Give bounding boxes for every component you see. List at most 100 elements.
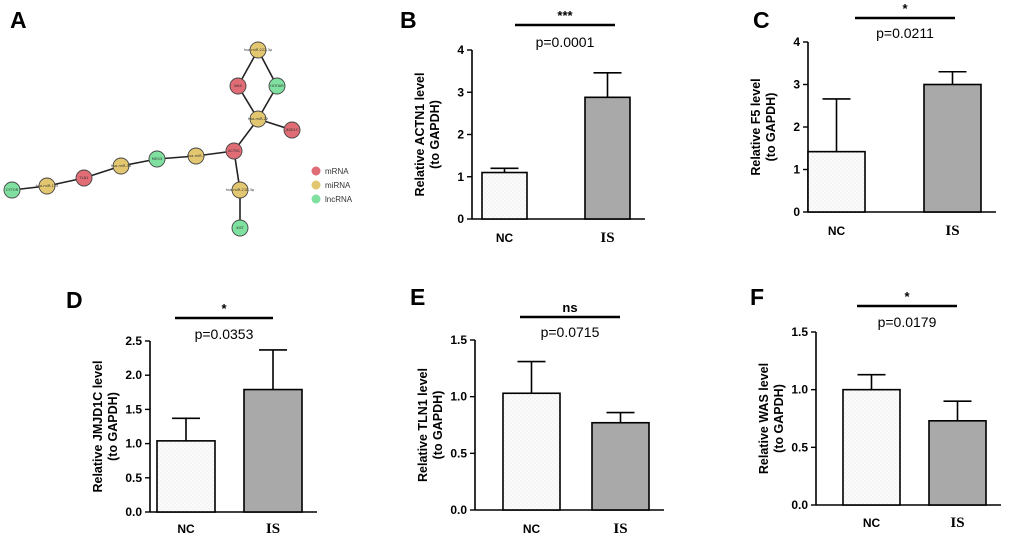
bar-is: [923, 83, 982, 213]
y-axis-label: Relative F5 level: [749, 78, 763, 175]
network-node-circle: [75, 169, 93, 187]
bar-nc: [502, 392, 561, 511]
y-tick-label: 2: [457, 128, 464, 142]
network-node-circle: [231, 181, 249, 199]
network-node-label: hsa-miR-222-3p: [244, 48, 273, 52]
significance-label: ***: [557, 8, 573, 23]
legend-label: miRNA: [325, 181, 351, 190]
network-node-mrna: WAS: [229, 77, 247, 95]
network-node-circle: [187, 147, 205, 165]
panel-a-network: A hsa-miR-222-3p WAS HOTAIR hsa-miR-22 JMJD1…: [3, 7, 353, 237]
y-tick-label: 4: [457, 43, 464, 57]
network-node-label: MEG3: [152, 157, 162, 161]
legend-swatch: [311, 194, 321, 204]
y-tick-label: 2.0: [125, 368, 142, 382]
y-tick-label: 0.0: [791, 498, 808, 512]
network-node-circle: [231, 219, 249, 237]
y-tick-label: 4: [793, 35, 800, 49]
bar-nc: [807, 150, 866, 213]
y-tick-label: 3: [457, 85, 464, 99]
p-value-label: p=0.0179: [878, 314, 937, 330]
network-node-label: TLN1: [78, 176, 88, 180]
network-node-lncrna: MEG3: [148, 150, 166, 168]
network-node-circle: [38, 177, 56, 195]
network-node-label: hsa-miR-34: [111, 164, 132, 168]
network-node-label: hsa-miR-22: [248, 117, 268, 121]
network-node-label: JMJD1C: [285, 128, 299, 132]
category-label: IS: [266, 521, 280, 537]
bar-is: [243, 388, 303, 513]
category-label: IS: [613, 521, 627, 537]
category-label: NC: [496, 231, 514, 245]
panel-e-chart: E 0.0 0.5 1.0 1.5 Relative TLN1 level (to GAP…: [410, 284, 664, 537]
y-tick-label: 3: [793, 78, 800, 92]
significance-label: ns: [562, 300, 577, 315]
y-tick-label: 0: [457, 212, 464, 226]
network-node-mirna: hsa-miR-222-3p: [244, 41, 273, 59]
y-axis-label-unit: (to GAPDH): [764, 93, 778, 162]
network-node-mirna: hsa-miR-125: [36, 177, 59, 195]
y-tick-label: 0: [793, 205, 800, 219]
category-label: NC: [863, 516, 881, 530]
network-node-circle: [249, 110, 267, 128]
y-axis-label: Relative TLN1 level: [416, 368, 430, 482]
y-axis-label: Relative JMJD1C level: [91, 360, 105, 492]
network-node-label: hsa-miR-125: [36, 184, 59, 188]
network-node-label: hsa-miR-218-3p: [226, 188, 255, 192]
y-tick-label: 1.0: [450, 390, 467, 404]
network-node-circle: [249, 41, 267, 59]
significance-label: *: [902, 1, 908, 16]
panel-letter-e: E: [410, 284, 425, 310]
y-axis-label-unit: (to GAPDH): [431, 391, 445, 460]
network-node-circle: [3, 181, 21, 199]
network-nodes: hsa-miR-222-3p WAS HOTAIR hsa-miR-22 JMJD1C A…: [3, 41, 301, 237]
bar-is: [591, 421, 650, 511]
p-value-label: p=0.0001: [536, 34, 595, 50]
y-axis-label: Relative WAS level: [757, 363, 771, 474]
category-label: IS: [950, 515, 964, 531]
network-node-circle: [229, 77, 247, 95]
legend-label: mRNA: [325, 167, 349, 176]
network-node-label: XIST: [236, 226, 245, 230]
panel-letter-b: B: [400, 7, 417, 33]
y-axis-label: Relative ACTN1 level: [413, 73, 427, 197]
network-node-mirna: hsa-miR-22: [248, 110, 268, 128]
panel-letter-d: D: [66, 287, 83, 313]
network-node-circle: [268, 77, 286, 95]
y-tick-label: 1: [793, 163, 800, 177]
network-node-mrna: TLN1: [75, 169, 93, 187]
network-node-lncrna: CYTOR: [3, 181, 21, 199]
y-axis-label-unit: (to GAPDH): [106, 392, 120, 461]
network-edges: [11, 49, 293, 228]
network-node-mirna: hsa-miR-218-3p: [226, 181, 255, 199]
panel-letter-a: A: [10, 7, 27, 33]
legend-label: lncRNA: [325, 195, 353, 204]
panel-letter-f: F: [750, 284, 764, 310]
network-legend: mRNA miRNA lncRNA: [311, 166, 353, 204]
network-node-label: HOTAIR: [270, 84, 284, 88]
p-value-label: p=0.0211: [876, 25, 934, 41]
network-node-label: hsa-miR-1: [187, 154, 205, 158]
network-node-circle: [112, 157, 130, 175]
category-label: IS: [600, 230, 614, 246]
y-tick-label: 2.5: [125, 334, 142, 348]
network-node-lncrna: HOTAIR: [268, 77, 286, 95]
y-tick-label: 1.5: [450, 333, 467, 347]
y-axis-label-unit: (to GAPDH): [772, 384, 786, 453]
y-tick-label: 1.5: [791, 325, 808, 339]
network-node-circle: [283, 121, 301, 139]
bar-is: [584, 96, 631, 220]
panel-b-chart: B 0 1 2 3 4 Relative ACTN1 level (to GAPDH) NC I…: [400, 7, 645, 246]
category-label: NC: [177, 522, 195, 536]
p-value-label: p=0.0353: [195, 326, 254, 342]
legend-swatch: [311, 180, 321, 190]
network-node-label: WAS: [234, 84, 243, 88]
category-label: IS: [945, 223, 959, 239]
network-node-mrna: ACTN1: [225, 142, 243, 160]
network-node-mirna: hsa-miR-34: [111, 157, 132, 175]
network-node-label: CYTOR: [6, 188, 19, 192]
y-tick-label: 2: [793, 120, 800, 134]
y-tick-label: 1.0: [125, 437, 142, 451]
category-label: NC: [523, 522, 541, 536]
